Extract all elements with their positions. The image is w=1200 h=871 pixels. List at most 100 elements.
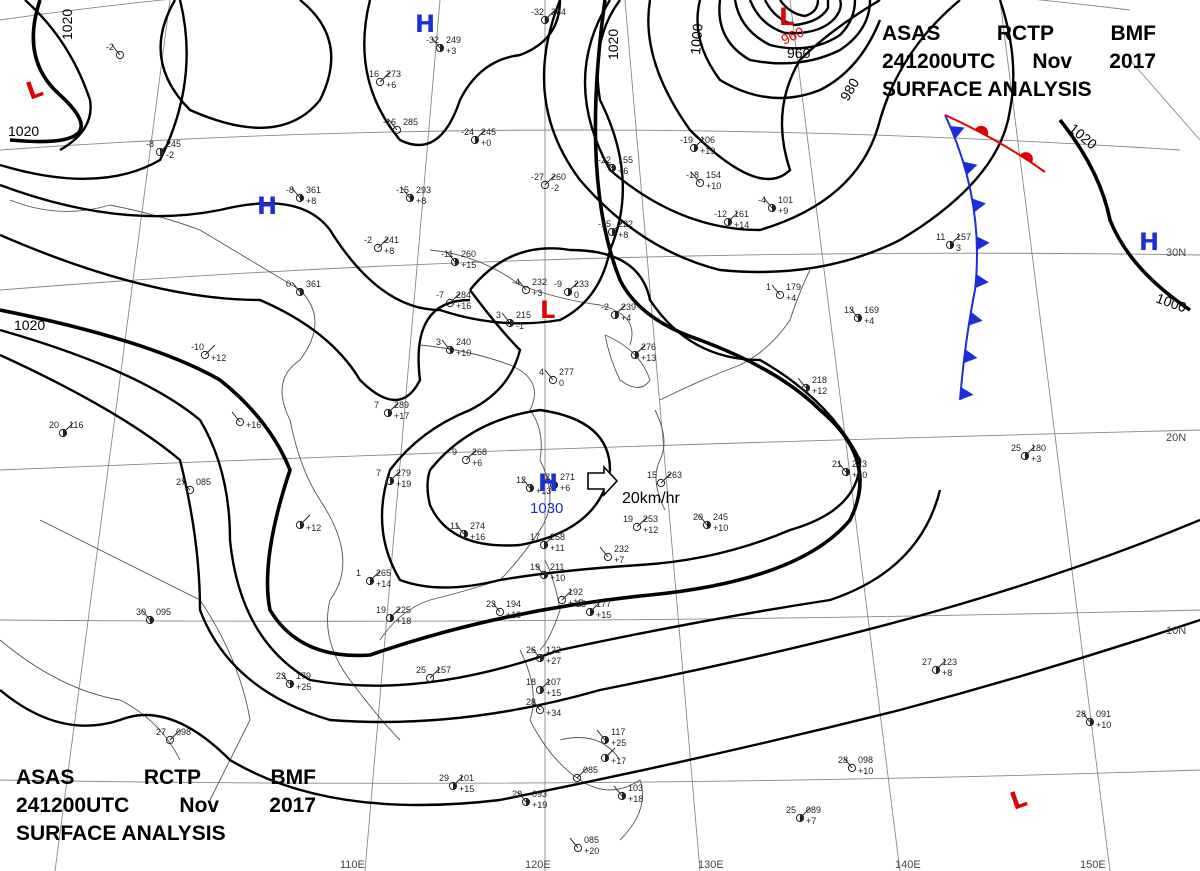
station-plot: 17 258+11 (530, 532, 565, 553)
station-plot: -18 154+10 (686, 170, 721, 191)
station-cloud-fill-icon (410, 194, 414, 202)
station-pressure: 194 (506, 599, 521, 609)
station-temperature: 1 (766, 282, 771, 292)
longitude-labels: 110E 120E 130E 140E 150E (340, 859, 1106, 871)
wind-barb-icon (797, 377, 807, 389)
station-temperature: 18 (526, 677, 536, 687)
wind-barb-icon (531, 699, 541, 711)
station-plot: -32 264 (531, 7, 566, 25)
warm-front-semicircle-icon (975, 125, 1033, 163)
station-temperature: 12 (516, 475, 526, 485)
station-plot: -16 285 (383, 117, 418, 135)
low-pressure-center: L (779, 3, 794, 31)
wind-barb-icon (204, 344, 216, 356)
station-cloud-cover-icon (461, 455, 471, 465)
station-pressure-tendency: +19 (506, 610, 521, 620)
station-pressure: 101 (459, 773, 474, 783)
station-plot: 13 169+4 (844, 305, 879, 326)
wind-barb-icon (379, 71, 391, 83)
station-pressure: 085 (196, 477, 211, 487)
station-temperature: 1 (356, 568, 361, 578)
wind-barb-icon (474, 129, 486, 141)
station-cloud-fill-icon (290, 680, 294, 688)
station-pressure-tendency: +14 (376, 579, 391, 589)
station-pressure: 161 (734, 209, 749, 219)
station-pressure-tendency: +16 (456, 301, 471, 311)
station-pressure: 093 (532, 789, 547, 799)
station-pressure-tendency: +19 (700, 146, 715, 156)
station-plot: -11 260+15 (441, 249, 476, 270)
station-cloud-fill-icon (453, 782, 457, 790)
wind-barb-icon (517, 279, 527, 291)
station-pressure: 169 (864, 305, 879, 315)
station-temperature: -4 (758, 195, 766, 205)
isobars (0, 0, 1200, 807)
wind-barb-icon (596, 729, 606, 741)
station-temperature: 20 (49, 420, 59, 430)
wind-barb-icon (449, 292, 461, 304)
month: Nov (179, 794, 220, 817)
station-pressure: 218 (812, 375, 827, 385)
longitude-label: 150E (1080, 859, 1106, 871)
station-plot: 18 107+15 (526, 677, 561, 698)
cold-front-triangle-icon (949, 125, 965, 139)
latitude-label: 20N (1166, 432, 1186, 444)
station-plot: -22 155+6 (598, 155, 633, 176)
station-cloud-fill-icon (300, 288, 304, 296)
wind-barb-icon (949, 234, 961, 246)
wind-barb-icon (636, 516, 648, 528)
station-plot: 218+12 (797, 375, 827, 396)
station-temperature: 19 (530, 562, 540, 572)
station-pressure: 361 (306, 185, 321, 195)
valid-time: 241200UTC (16, 794, 130, 817)
wind-barb-icon (935, 659, 947, 671)
station-cloud-fill-icon (370, 577, 374, 585)
station-plot: +12 (295, 514, 321, 533)
station-plot: 29 101+15 (439, 773, 474, 794)
station-cloud-fill-icon (544, 541, 548, 549)
station-plot: 20 245+10 (693, 512, 728, 533)
station-cloud-fill-icon (590, 608, 594, 616)
station-temperature: 23 (276, 671, 286, 681)
wind-barb-icon (181, 479, 191, 491)
station-plot: -27 260-2 (531, 172, 566, 193)
wind-barb-icon (299, 514, 311, 526)
station-temperature: -27 (531, 172, 544, 182)
longitude-label: 110E (340, 859, 365, 871)
station-plot: -15 222+8 (598, 219, 633, 240)
wind-barb-icon (431, 37, 441, 49)
station-plot: 103+18 (613, 783, 643, 804)
station-temperature: 3 (496, 310, 501, 320)
station-pressure: 240 (456, 337, 471, 347)
wind-barb-icon (501, 312, 511, 324)
station-cloud-cover-icon (495, 607, 505, 617)
station-pressure-tendency: +25 (296, 682, 311, 692)
station-temperature: -32 (531, 7, 544, 17)
wind-barb-icon (837, 461, 847, 473)
wind-barb-icon (388, 119, 398, 131)
station-pressure: 157 (436, 665, 451, 675)
product-code: BMF (270, 766, 317, 789)
station-pressure-tendency: +7 (806, 816, 816, 826)
station-pressure: 271 (560, 472, 575, 482)
wind-barb-icon (698, 514, 708, 526)
station-pressure: 095 (156, 607, 171, 617)
station-cloud-fill-icon (545, 16, 549, 24)
station-plot: 085+20 (569, 835, 599, 856)
station-pressure-tendency: +16 (470, 532, 485, 542)
station-pressure-tendency: +15 (461, 260, 476, 270)
station-pressure: 091 (1096, 709, 1111, 719)
wind-barb-icon (429, 667, 441, 679)
station-pressure-tendency: +10 (1096, 720, 1111, 730)
station-pressure-tendency: +15 (596, 610, 611, 620)
high-pressure-center: H (1139, 228, 1159, 256)
station-pressure-tendency: +9 (778, 206, 788, 216)
cold-front-triangle-icon (960, 387, 974, 400)
wind-barb-icon (613, 785, 623, 797)
station-temperature: -32 (426, 35, 439, 45)
station-cloud-cover-icon (373, 243, 383, 253)
station-plot: 19 225+18 (376, 605, 411, 626)
station-plot: -15 293+8 (396, 185, 431, 206)
